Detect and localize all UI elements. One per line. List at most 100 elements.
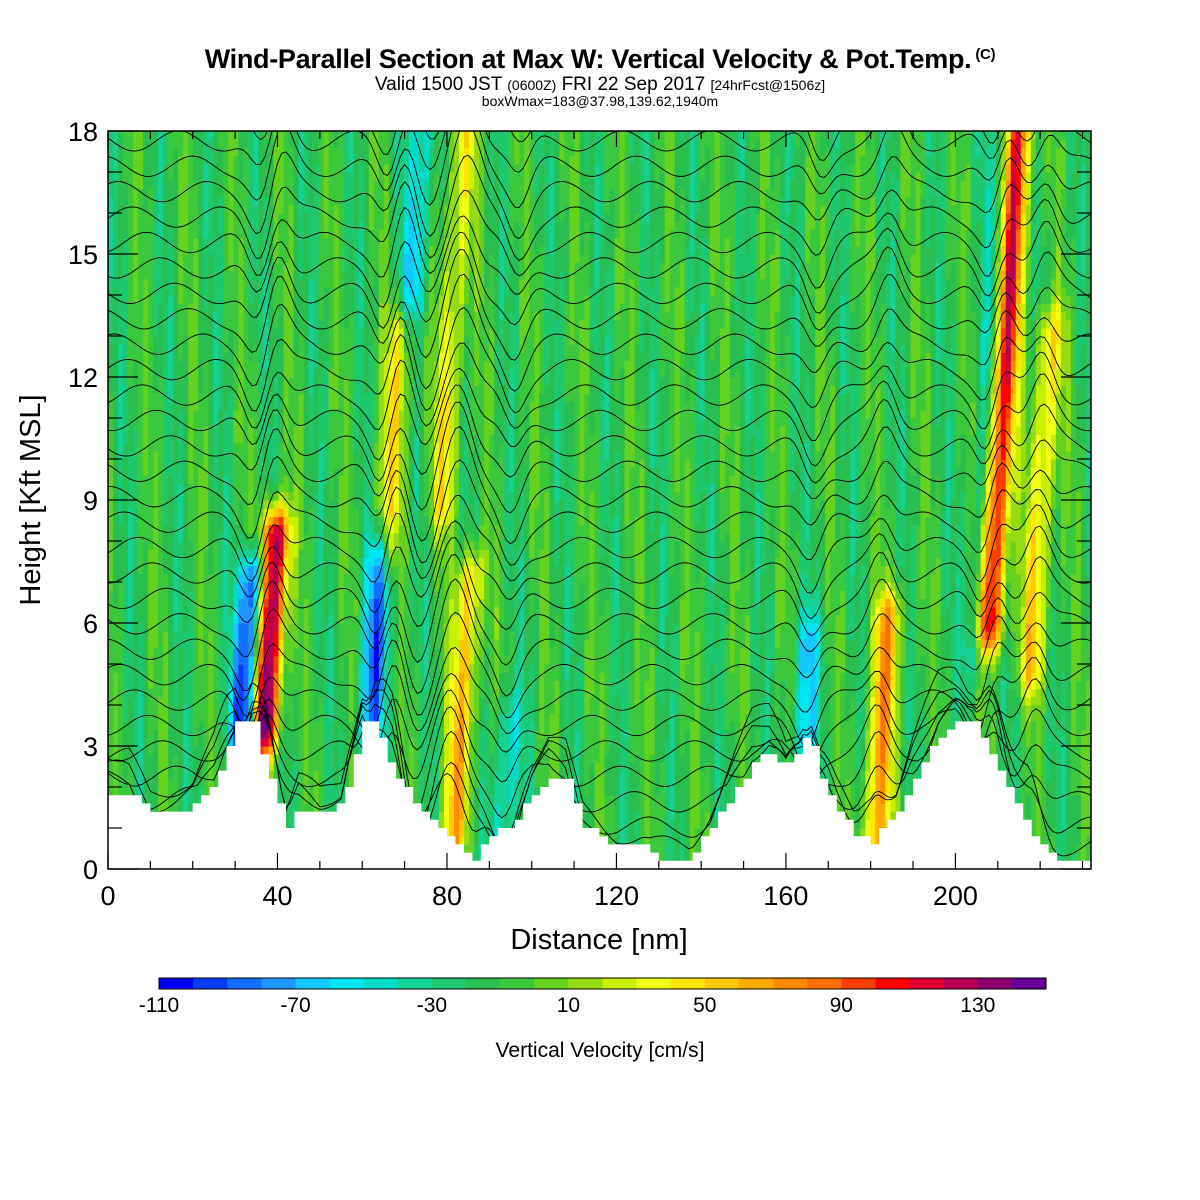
field-cell [353,270,360,280]
field-cell [148,631,154,640]
field-cell [318,311,325,321]
field-cell [288,647,295,657]
field-cell [108,393,114,403]
field-cell [198,188,204,198]
field-cell [253,221,260,230]
field-cell [293,360,300,370]
field-cell [213,434,219,444]
field-cell [203,418,209,427]
field-cell [218,368,224,378]
field-cell [173,385,179,394]
field-cell [358,327,365,337]
field-cell [298,688,305,698]
field-cell [248,450,255,460]
field-cell [178,139,184,148]
field-cell [273,303,280,312]
field-cell [298,221,305,230]
field-cell [343,163,350,173]
field-cell [223,327,229,337]
field-cell [293,516,300,526]
field-cell [208,729,214,739]
field-cell [283,377,290,386]
field-cell [328,631,335,640]
field-cell [273,155,280,165]
field-cell [333,352,340,362]
field-cell [118,377,124,386]
field-cell [323,237,330,247]
field-cell [313,311,320,321]
field-cell [313,614,320,624]
field-cell [243,713,250,722]
field-cell [353,336,360,345]
field-cell [178,606,184,616]
field-cell [213,180,219,189]
field-cell [333,516,340,526]
field-cell [183,713,189,722]
field-cell [358,746,365,755]
field-cell [313,696,320,706]
field-cell [153,639,159,649]
field-cell [338,229,345,239]
field-cell [223,516,229,526]
field-cell [213,245,219,255]
field-cell [178,688,184,698]
field-cell [198,778,204,788]
field-cell [298,442,305,452]
field-cell [298,737,305,747]
field-cell [168,459,174,468]
field-cell [118,598,124,608]
field-cell [163,286,169,296]
field-cell [183,614,189,624]
field-cell [123,286,129,296]
field-cell [263,262,270,271]
field-cell [343,557,350,567]
field-cell [153,418,159,427]
field-cell [358,180,365,189]
field-cell [318,606,325,616]
field-cell [373,516,380,526]
field-cell [233,631,239,640]
field-cell [313,319,320,329]
field-cell [153,655,159,665]
field-cell [213,655,219,665]
field-cell [203,426,209,435]
field-cell [233,295,239,304]
field-cell [258,385,265,394]
field-cell [308,516,315,526]
field-cell [318,532,325,542]
field-cell [178,729,184,739]
field-cell [263,155,270,165]
field-cell [303,573,310,583]
field-cell [253,606,260,616]
field-cell [128,360,134,370]
field-cell [243,696,250,706]
field-cell [363,434,370,444]
field-cell [113,172,119,181]
field-cell [213,163,219,173]
field-cell [343,245,350,255]
field-cell [208,524,214,534]
field-cell [208,598,214,608]
field-cell [138,705,144,714]
field-cell [373,286,380,296]
field-cell [343,393,350,403]
field-cell [143,721,149,731]
field-cell [143,139,149,148]
field-cell [278,262,285,271]
field-cell [148,614,154,624]
field-cell [208,278,214,288]
field-cell [158,516,164,526]
field-cell [153,500,159,509]
field-cell [188,147,194,157]
field-cell [298,614,305,624]
field-cell [193,541,199,550]
field-cell [318,336,325,345]
field-cell [153,614,159,624]
field-cell [223,705,229,714]
field-cell [348,278,355,288]
field-cell [148,155,154,165]
field-cell [168,336,174,345]
field-cell [293,565,300,575]
field-cell [238,377,245,386]
field-cell [218,139,224,148]
